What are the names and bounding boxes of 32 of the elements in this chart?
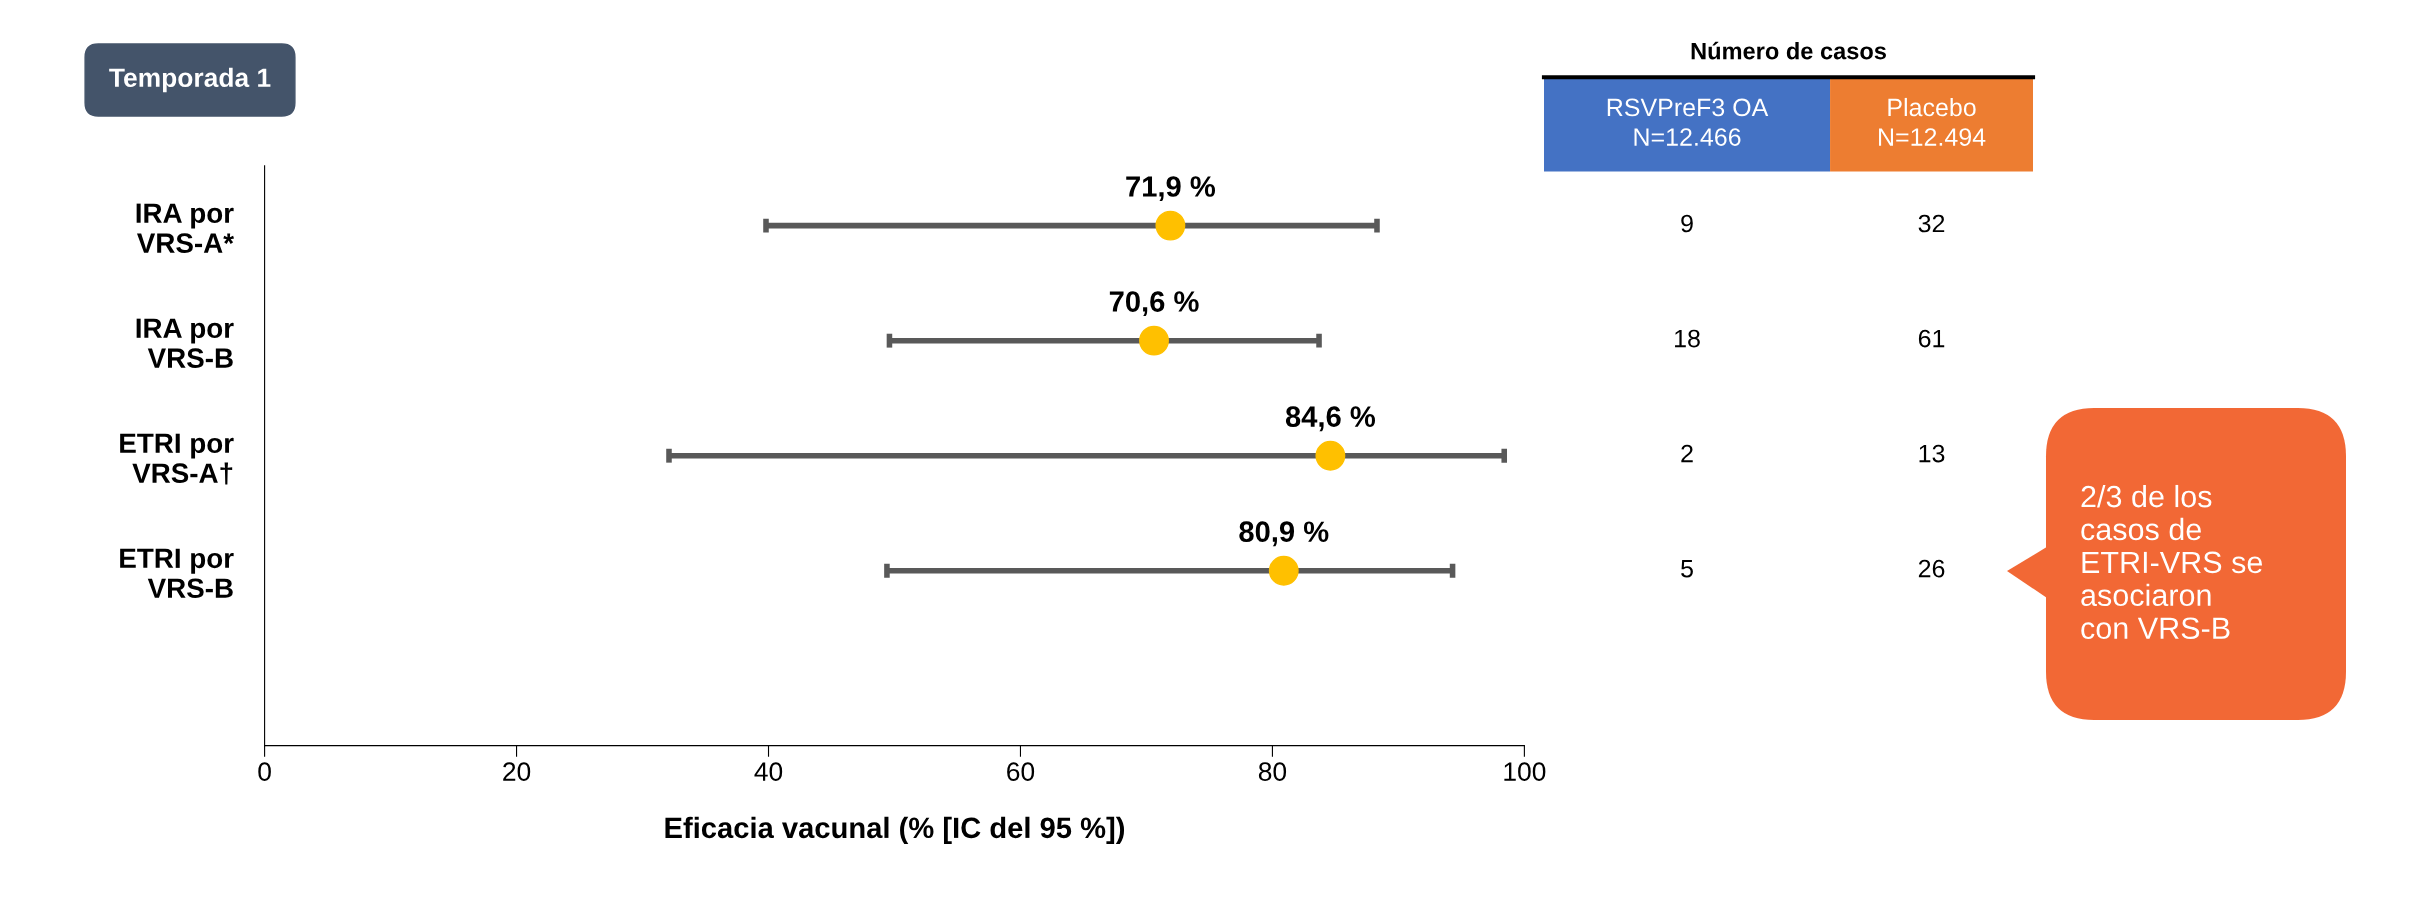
y-tick-label: IRA por VRS-A*: [136, 203, 235, 253]
text: Número de casos: [1691, 41, 1886, 60]
point: [1155, 210, 1186, 241]
text: 18: [1675, 329, 1700, 348]
y-tick-label: IRA por VRS-B: [136, 318, 234, 368]
point: [1139, 325, 1169, 356]
y-tick-label: ETRI por VRS-A†: [120, 433, 234, 485]
text: 2: [1681, 444, 1693, 463]
y-tick-label: ETRI por VRS-B: [120, 548, 234, 599]
text: 5: [1681, 560, 1693, 578]
category-label: Placebo N=12.494: [1879, 97, 1986, 146]
text: 13: [1919, 444, 1945, 463]
chart-title: Temporada 1: [109, 67, 271, 93]
x-axis-title: Eficacia vacunal (% [IC del 95 %]): [665, 816, 1125, 844]
x-tick-label: 100: [1504, 762, 1546, 781]
point: [1315, 440, 1346, 471]
text: 26: [1918, 559, 1945, 578]
x-tick-label: 80: [1258, 762, 1287, 781]
x-tick-label: 60: [1007, 762, 1035, 781]
data-label: 80,9 %: [1239, 521, 1329, 547]
data-label: 71,9 %: [1126, 176, 1216, 202]
data-label: 70,6 %: [1109, 291, 1199, 317]
x-tick-label: 40: [754, 762, 783, 781]
x-tick-label: 20: [503, 762, 531, 781]
data-label: 84,6 %: [1285, 406, 1376, 432]
point: [1268, 555, 1299, 586]
text: 32: [1918, 214, 1945, 233]
text: 2/3 de los casos de ETRI-VRS se asociaron con VRS-B: [2081, 484, 2263, 640]
x-tick-label: 0: [258, 762, 271, 781]
text: 61: [1918, 329, 1945, 348]
text: 9: [1681, 214, 1693, 233]
category-label: RSVPreF3 OA N=12.466: [1607, 98, 1769, 146]
